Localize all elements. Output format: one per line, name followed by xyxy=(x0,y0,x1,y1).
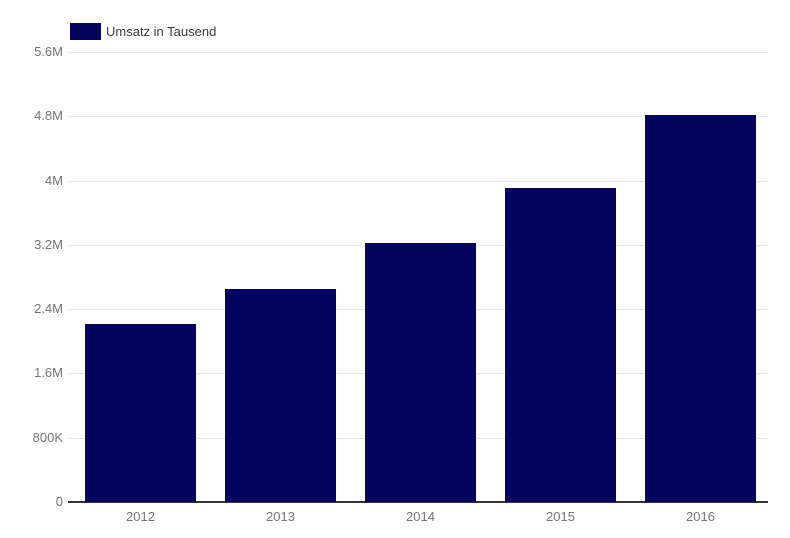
x-axis-tick-label: 2013 xyxy=(266,509,295,524)
x-axis-tick-label: 2012 xyxy=(126,509,155,524)
bar-2012[interactable] xyxy=(85,323,196,502)
y-axis-tick-label: 0 xyxy=(55,494,63,509)
y-axis-tick-label: 4M xyxy=(44,172,63,188)
bar-2016[interactable] xyxy=(645,114,756,502)
y-axis-tick-label: 4.8M xyxy=(34,108,63,124)
bar-2015[interactable] xyxy=(505,187,616,502)
chart-legend: Umsatz in Tausend xyxy=(70,23,216,40)
gridline xyxy=(68,116,768,118)
bar-2014[interactable] xyxy=(365,243,476,502)
y-axis-tick-label: 1.6M xyxy=(34,365,63,381)
gridline xyxy=(68,52,768,53)
x-axis-baseline xyxy=(68,501,768,503)
x-axis-tick-label: 2015 xyxy=(546,509,575,524)
y-axis-tick-label: 800K xyxy=(32,429,63,445)
x-axis-tick-label: 2014 xyxy=(406,509,435,524)
y-axis-tick-label: 3.2M xyxy=(34,236,63,252)
y-axis-tick-label: 2.4M xyxy=(34,301,63,317)
y-axis-tick-label: 5.6M xyxy=(34,44,63,59)
legend-label: Umsatz in Tausend xyxy=(106,24,217,39)
legend-swatch xyxy=(70,23,101,40)
gridline xyxy=(68,180,768,182)
bar-2013[interactable] xyxy=(225,289,336,502)
x-axis-tick-label: 2016 xyxy=(686,509,715,524)
